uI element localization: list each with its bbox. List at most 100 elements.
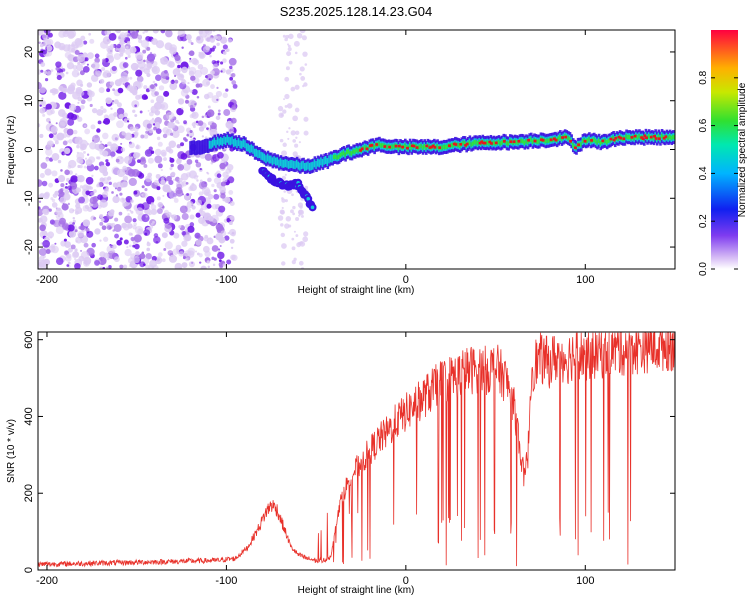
noise-point — [102, 150, 109, 157]
noise-point — [55, 257, 64, 265]
noise-point — [295, 136, 298, 139]
noise-point — [120, 142, 123, 145]
noise-point — [99, 221, 104, 226]
noise-point — [45, 158, 49, 162]
noise-point — [79, 249, 83, 252]
noise-point — [126, 41, 131, 45]
band-outer-mark — [195, 140, 199, 155]
band-core-mark — [497, 139, 501, 145]
noise-point — [166, 175, 172, 182]
band-core-mark — [381, 143, 384, 148]
noise-point — [152, 30, 159, 34]
band-inner-mark — [260, 151, 263, 160]
band-inner-mark — [303, 162, 307, 171]
noise-point — [204, 34, 212, 42]
noise-point — [213, 35, 218, 40]
band-inner-mark — [318, 159, 321, 168]
band-peak-mark — [415, 146, 421, 149]
noise-point — [283, 98, 286, 101]
band-peak-mark — [502, 140, 508, 143]
noise-point — [83, 124, 87, 128]
noise-point — [130, 31, 139, 39]
noise-point — [82, 219, 91, 227]
noise-point — [113, 99, 119, 105]
noise-point — [141, 185, 145, 189]
noise-point — [118, 78, 123, 82]
band-core-mark — [523, 140, 527, 145]
noise-point — [77, 101, 80, 104]
noise-point — [293, 230, 296, 233]
noise-point — [153, 179, 160, 186]
noise-point — [94, 165, 99, 171]
snr-panel: -200 -100 0 100 0 200 400 600 Height of straig… — [6, 330, 676, 596]
noise-point — [292, 139, 297, 143]
noise-point — [65, 182, 68, 186]
band-core-mark — [536, 139, 539, 144]
noise-point — [50, 109, 55, 115]
band-peak-mark — [448, 144, 454, 147]
noise-point — [150, 204, 157, 210]
noise-point — [205, 30, 213, 36]
noise-point — [228, 221, 233, 226]
colorbar: 0.0 0.2 0.4 0.6 0.8 Normalized spectral ampl… — [698, 30, 748, 276]
noise-point — [83, 259, 90, 267]
noise-point — [135, 69, 143, 77]
noise-point — [207, 105, 211, 109]
noise-point — [44, 168, 52, 176]
noise-point — [132, 255, 140, 264]
noise-point — [38, 41, 41, 44]
band-peak-mark — [359, 149, 365, 152]
noise-point — [86, 82, 93, 88]
band-peak-mark — [561, 136, 567, 139]
noise-point — [42, 240, 51, 248]
band-inner-mark — [223, 136, 226, 145]
noise-point — [141, 94, 148, 100]
noise-point — [218, 259, 222, 263]
noise-point — [122, 165, 128, 171]
noise-point — [208, 193, 214, 200]
noise-point — [80, 35, 86, 41]
noise-point — [134, 131, 139, 136]
noise-point — [300, 76, 306, 81]
noise-point — [294, 143, 299, 148]
noise-point — [168, 148, 174, 154]
noise-point — [50, 197, 54, 201]
noise-point — [156, 136, 161, 141]
noise-point — [46, 142, 52, 148]
noise-point — [87, 52, 94, 60]
noise-point — [111, 166, 120, 175]
noise-point — [190, 75, 196, 81]
band-inner-mark — [313, 159, 317, 168]
noise-point — [74, 173, 78, 176]
noise-point — [93, 216, 97, 220]
noise-point — [136, 75, 144, 83]
noise-point — [201, 135, 205, 138]
noise-point — [91, 174, 94, 178]
noise-point — [128, 263, 133, 268]
noise-point — [145, 253, 152, 260]
noise-point — [292, 115, 299, 122]
band-core-mark — [468, 140, 472, 145]
noise-point — [222, 92, 228, 99]
noise-point — [124, 132, 133, 141]
noise-point — [110, 107, 113, 110]
noise-point — [129, 46, 137, 54]
noise-point — [134, 80, 143, 89]
noise-point — [143, 68, 150, 75]
noise-point — [202, 43, 206, 47]
band-peak-mark — [630, 136, 636, 139]
noise-point — [168, 140, 177, 148]
noise-point — [281, 243, 287, 249]
noise-point — [216, 151, 224, 159]
x-tick-label: 0 — [403, 575, 409, 587]
noise-point — [80, 104, 85, 110]
noise-point — [150, 222, 154, 226]
band-inner-mark — [266, 153, 270, 162]
x-tick-label: 100 — [576, 575, 594, 587]
band-core-mark — [379, 143, 383, 148]
band-inner-mark — [231, 136, 234, 145]
noise-point — [195, 35, 204, 44]
noise-point — [115, 158, 120, 163]
band-inner-mark — [234, 138, 237, 147]
